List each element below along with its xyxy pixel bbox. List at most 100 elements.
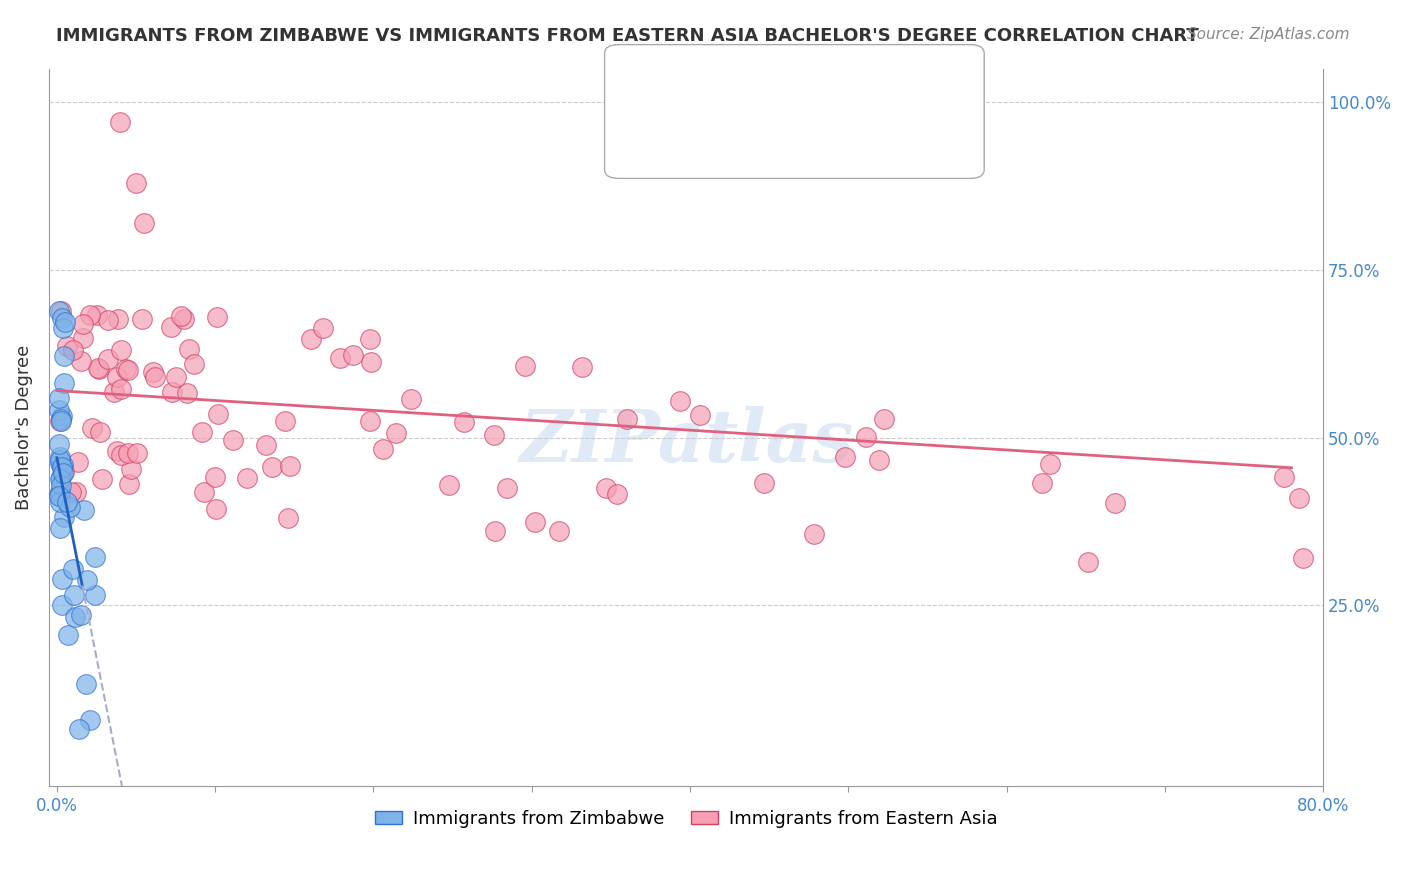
Point	[53, 376, 76, 390]
Point	[669, 393, 692, 408]
Point	[79, 713, 101, 727]
Point	[524, 515, 547, 529]
Point	[48, 489, 70, 503]
Point	[110, 383, 132, 397]
Point	[51, 412, 73, 426]
Point	[399, 392, 422, 406]
Point	[118, 477, 141, 491]
Point	[89, 425, 111, 439]
Point	[48, 402, 70, 417]
Point	[183, 357, 205, 371]
Point	[56, 628, 79, 642]
Point	[204, 502, 226, 516]
Point	[49, 414, 72, 428]
Point	[48, 456, 70, 470]
Point	[107, 443, 129, 458]
Point	[1039, 457, 1062, 471]
Point	[49, 485, 72, 500]
Point	[48, 488, 70, 502]
Point	[51, 310, 73, 325]
Point	[205, 310, 228, 324]
Point	[49, 450, 72, 465]
Point	[72, 317, 94, 331]
Point	[127, 446, 149, 460]
Point	[48, 437, 70, 451]
Point	[49, 414, 72, 428]
Point	[51, 572, 73, 586]
Point	[84, 550, 107, 565]
Text: ZIPatlas: ZIPatlas	[519, 407, 853, 477]
Point	[173, 312, 195, 326]
Point	[191, 425, 214, 439]
Point	[359, 333, 381, 347]
Point	[67, 722, 90, 736]
Point	[752, 476, 775, 491]
Point	[97, 351, 120, 366]
Point	[105, 370, 128, 384]
Point	[453, 415, 475, 429]
Point	[49, 470, 72, 484]
Point	[254, 438, 277, 452]
Point	[53, 465, 76, 479]
Point	[262, 459, 284, 474]
Point	[595, 481, 617, 495]
Point	[48, 520, 70, 534]
Point	[143, 370, 166, 384]
Point	[496, 481, 519, 495]
Point	[110, 343, 132, 357]
Point	[62, 343, 84, 357]
Point	[360, 355, 382, 369]
Point	[97, 312, 120, 326]
Point	[87, 360, 110, 375]
Point	[83, 588, 105, 602]
Point	[51, 477, 73, 491]
Text: Source: ZipAtlas.com: Source: ZipAtlas.com	[1187, 27, 1350, 42]
Point	[204, 470, 226, 484]
Point	[52, 349, 75, 363]
Point	[170, 309, 193, 323]
Point	[160, 385, 183, 400]
Point	[79, 308, 101, 322]
Point	[72, 331, 94, 345]
Point	[176, 385, 198, 400]
Point	[107, 312, 129, 326]
Point	[221, 434, 243, 448]
Point	[179, 342, 201, 356]
Point	[1288, 491, 1310, 506]
Point	[53, 315, 76, 329]
Point	[855, 430, 877, 444]
Point	[120, 462, 142, 476]
Point	[606, 487, 628, 501]
Point	[73, 503, 96, 517]
Point	[48, 494, 70, 508]
Point	[484, 524, 506, 538]
Point	[62, 562, 84, 576]
Point	[51, 459, 73, 474]
Point	[59, 485, 82, 500]
Point	[616, 412, 638, 426]
Point	[66, 454, 89, 468]
Point	[131, 311, 153, 326]
Point	[342, 347, 364, 361]
Point	[80, 420, 103, 434]
Point	[834, 450, 856, 464]
Point	[86, 309, 108, 323]
Point	[142, 365, 165, 379]
Point	[371, 442, 394, 456]
Point	[689, 408, 711, 422]
Point	[91, 472, 114, 486]
Point	[49, 453, 72, 467]
Point	[59, 500, 82, 515]
Point	[1031, 475, 1053, 490]
Y-axis label: Bachelor's Degree: Bachelor's Degree	[15, 345, 32, 510]
Point	[110, 448, 132, 462]
Point	[75, 677, 97, 691]
Point	[56, 495, 79, 509]
Point	[803, 527, 825, 541]
Point	[299, 332, 322, 346]
Point	[117, 446, 139, 460]
Point	[207, 407, 229, 421]
Point	[1104, 496, 1126, 510]
Point	[165, 370, 187, 384]
Point	[385, 425, 408, 440]
